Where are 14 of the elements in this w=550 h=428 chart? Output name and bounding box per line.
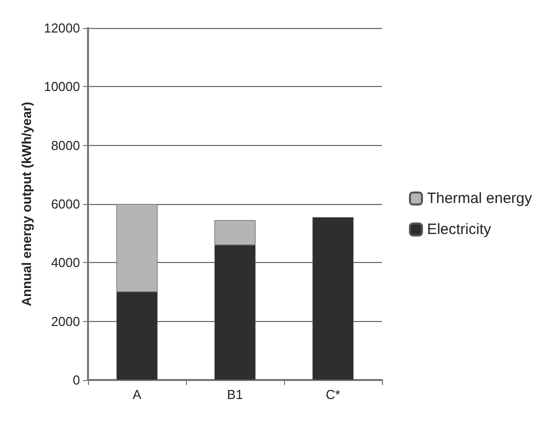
y-tick-label: 8000: [51, 138, 80, 153]
y-tick-label: 10000: [44, 79, 80, 94]
x-tick-label: A: [132, 387, 142, 402]
y-tick-label: 6000: [51, 196, 80, 212]
legend-label: Electricity: [426, 221, 492, 238]
bar: [312, 217, 354, 380]
x-tick-label: B1: [227, 387, 243, 402]
legend-label: Thermal energy: [426, 190, 532, 207]
y-tick-label: 4000: [51, 255, 80, 270]
y-tick-label: 12000: [44, 20, 80, 36]
y-axis-title: Annual energy output (kWh/year): [18, 102, 34, 306]
y-tick-label: 0: [72, 372, 80, 388]
y-tick-label: 2000: [51, 314, 80, 329]
x-tick-label: C*: [326, 387, 340, 402]
